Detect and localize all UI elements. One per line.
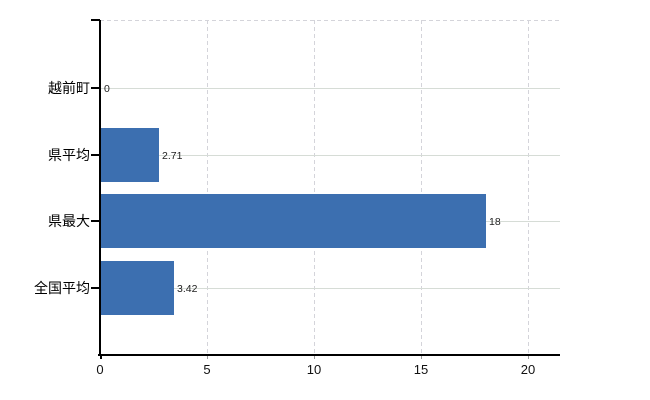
bar-value-label: 2.71 [162,149,183,162]
y-axis-tick [91,287,100,290]
bar [101,261,174,316]
category-label: 県平均 [48,146,90,163]
x-axis-line [98,354,560,356]
x-gridline [314,20,315,358]
x-gridline [207,20,208,358]
bar-value-label: 18 [489,216,501,229]
x-axis-tick [207,354,208,359]
x-tick-label: 15 [413,362,429,377]
plot-top-border [100,20,560,21]
x-axis-tick [100,354,102,359]
category-label: 県最大 [48,213,90,230]
y-gridline [100,88,560,89]
x-tick-label: 20 [520,362,536,377]
y-gridline [100,154,560,156]
x-tick-label: 10 [306,362,322,377]
x-tick-label: 0 [96,362,104,377]
bar-value-label: 0 [104,83,110,95]
y-axis-line [99,20,101,354]
x-axis-tick [421,354,422,359]
x-axis-tick [314,354,315,359]
x-gridline [421,20,422,358]
x-gridline [528,20,529,358]
y-axis-tick [91,87,100,89]
y-axis-end-tick [91,19,100,21]
x-tick-label: 5 [203,362,211,377]
y-gridline [100,288,560,290]
bar [101,194,486,249]
y-axis-tick [91,220,100,223]
x-axis-tick [528,354,529,359]
bar [101,127,159,182]
bar-value-label: 3.42 [177,283,198,296]
category-label: 全国平均 [34,280,90,297]
category-label: 越前町 [48,80,90,96]
y-axis-tick [91,153,100,156]
